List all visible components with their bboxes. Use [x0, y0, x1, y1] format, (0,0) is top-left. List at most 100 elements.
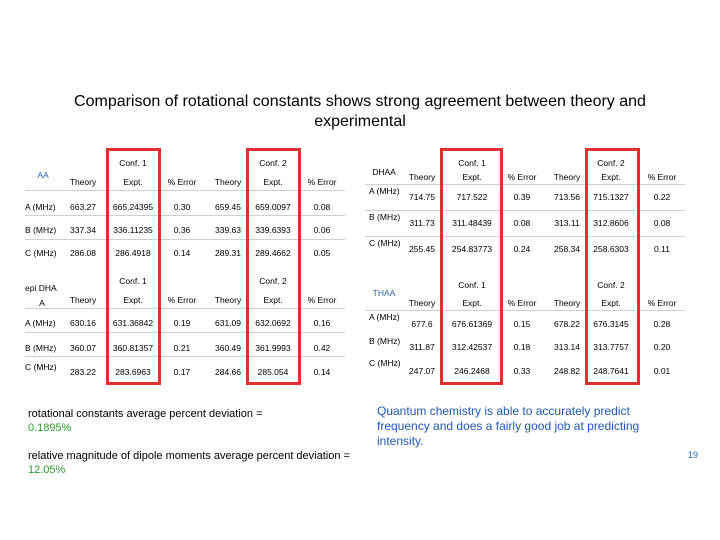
col-header: Theory: [69, 295, 97, 305]
table-cell: 248.7641: [593, 366, 629, 376]
table-cell: 677.6: [411, 319, 433, 329]
table-cell: 312.42537: [451, 342, 493, 352]
table-cell: 715.1327: [593, 192, 629, 202]
table-name: THAA: [372, 288, 396, 298]
page-number: 19: [688, 450, 699, 460]
table-cell: 659.45: [215, 202, 241, 212]
col-header: Theory: [553, 172, 581, 182]
col-header: Expt.: [462, 172, 482, 182]
quantum-chemistry-note: Quantum chemistry is able to accurately …: [377, 404, 640, 448]
table-epi-dha: Conf. 1 Conf. 2 epi DHA A Theory Expt. %…: [0, 270, 355, 390]
table-cell: 311.73: [409, 218, 435, 228]
conf1-header: Conf. 1: [458, 280, 486, 290]
table-cell: 665.24395: [112, 202, 154, 212]
table-cell: 313.14: [554, 342, 580, 352]
table-cell: 0.42: [313, 343, 331, 353]
table-cell: 339.6393: [255, 225, 291, 235]
row-label: B (MHz): [25, 225, 57, 235]
table-name-sub: A: [39, 298, 45, 308]
divider: [365, 184, 685, 185]
table-cell: 258.34: [554, 244, 580, 254]
table-cell: 248.82: [554, 366, 580, 376]
rotational-deviation-note: rotational constants average percent dev…: [28, 407, 358, 435]
table-cell: 0.22: [653, 192, 671, 202]
highlight-box-left-conf1: [106, 148, 161, 385]
table-cell: 311.87: [409, 342, 435, 352]
table-cell: 676.3145: [593, 319, 629, 329]
table-cell: 339.63: [215, 225, 241, 235]
table-cell: 0.16: [313, 318, 331, 328]
divider: [25, 356, 345, 357]
note-value: 0.1895%: [28, 422, 72, 434]
table-cell: 0.30: [173, 202, 191, 212]
divider: [25, 215, 345, 216]
row-label: C (MHz): [25, 362, 57, 372]
table-cell: 361.9993: [255, 343, 291, 353]
table-dhaa: Conf. 1 Conf. 2 DHAA Theory Expt. % Erro…: [360, 150, 715, 270]
row-label: A (MHz): [25, 318, 56, 328]
table-cell: 0.20: [653, 342, 671, 352]
table-cell: 0.14: [313, 367, 331, 377]
table-cell: 659.0097: [255, 202, 291, 212]
col-header: Expt.: [601, 172, 621, 182]
table-cell: 0.18: [513, 342, 531, 352]
table-cell: 0.28: [653, 319, 671, 329]
divider: [25, 308, 345, 309]
table-cell: 286.08: [70, 248, 96, 258]
row-label: A (MHz): [25, 202, 56, 212]
table-cell: 360.07: [70, 343, 96, 353]
table-cell: 283.6963: [115, 367, 151, 377]
conf1-header: Conf. 1: [119, 158, 147, 168]
table-cell: 284.66: [215, 367, 241, 377]
table-cell: 0.08: [313, 202, 331, 212]
table-cell: 313.11: [554, 218, 580, 228]
table-cell: 0.36: [173, 225, 191, 235]
table-cell: 663.27: [70, 202, 96, 212]
table-cell: 360.81357: [112, 343, 154, 353]
table-cell: 0.24: [513, 244, 531, 254]
col-header: % Error: [507, 298, 537, 308]
table-cell: 289.4662: [255, 248, 291, 258]
col-header: Expt.: [123, 177, 143, 187]
table-cell: 631.09: [215, 318, 241, 328]
col-header: % Error: [307, 177, 337, 187]
table-cell: 246.2468: [454, 366, 490, 376]
table-cell: 0.19: [173, 318, 191, 328]
table-aa: Conf. 1 Conf. 2 AA Theory Expt. % Error …: [0, 150, 355, 270]
row-label: C (MHz): [25, 248, 57, 258]
col-header: Expt.: [462, 298, 482, 308]
table-cell: 630.16: [70, 318, 96, 328]
table-cell: 0.14: [173, 248, 191, 258]
row-label: B (MHz): [25, 343, 57, 353]
table-cell: 286.4918: [115, 248, 151, 258]
table-cell: 337.34: [70, 225, 96, 235]
col-header: % Error: [647, 172, 677, 182]
table-cell: 0.08: [513, 218, 531, 228]
highlight-box-left-conf2: [246, 148, 301, 385]
highlight-box-right-conf1: [440, 148, 503, 385]
row-label: C (MHz): [369, 238, 401, 248]
conf2-header: Conf. 2: [259, 276, 287, 286]
conf1-header: Conf. 1: [458, 158, 486, 168]
conf2-header: Conf. 2: [597, 280, 625, 290]
note-text: rotational constants average percent dev…: [28, 408, 263, 420]
col-header: Theory: [214, 177, 242, 187]
divider: [25, 190, 345, 191]
divider: [365, 210, 685, 211]
col-header: Theory: [69, 177, 97, 187]
col-header: Theory: [408, 172, 436, 182]
col-header: Theory: [553, 298, 581, 308]
table-cell: 0.06: [313, 225, 331, 235]
table-cell: 254.83773: [451, 244, 493, 254]
table-cell: 283.22: [70, 367, 96, 377]
table-cell: 255.45: [409, 244, 435, 254]
col-header: Theory: [408, 298, 436, 308]
table-cell: 258.6303: [593, 244, 629, 254]
table-cell: 313.7757: [593, 342, 629, 352]
highlight-box-right-conf2: [585, 148, 640, 385]
divider: [365, 236, 685, 237]
row-label: B (MHz): [369, 212, 401, 222]
table-name: DHAA: [372, 167, 396, 177]
table-cell: 0.39: [513, 192, 531, 202]
col-header: % Error: [307, 295, 337, 305]
